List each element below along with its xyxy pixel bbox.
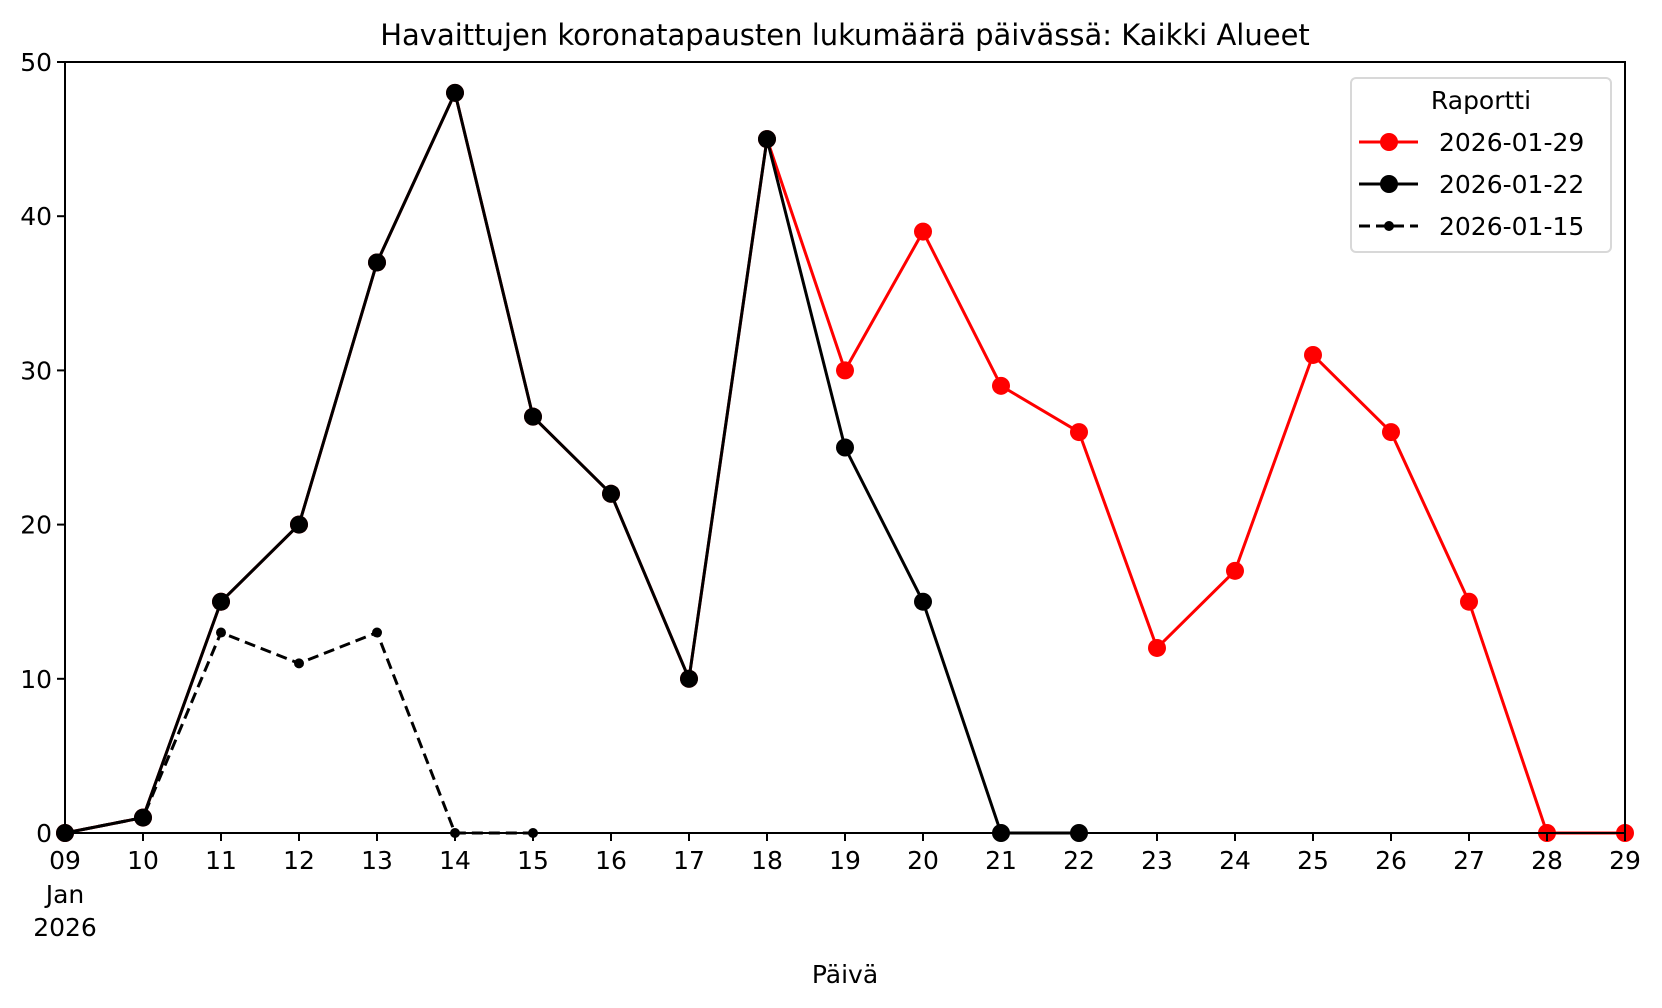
data-point [138,812,148,823]
x-tick-label: 25 [1297,846,1329,875]
legend-marker-icon [1384,221,1394,231]
x-tick-label: 13 [361,846,393,875]
x-tick-label-extra: Jan [44,880,85,909]
x-tick-label-extra: 2026 [33,913,97,942]
data-point [992,376,1010,395]
data-point [372,627,382,638]
x-tick-label: 09 [49,846,81,875]
x-axis-label: Päivä [812,960,878,989]
data-point [446,83,464,102]
x-tick-label: 20 [907,846,939,875]
y-tick-label: 30 [20,356,52,385]
x-tick-label: 22 [1063,846,1095,875]
x-tick-label: 15 [517,846,549,875]
x-tick-label: 27 [1453,846,1485,875]
x-tick-label: 26 [1375,846,1407,875]
data-point [914,592,932,611]
y-tick-label: 50 [20,48,52,77]
x-tick-label: 29 [1609,846,1641,875]
data-point [216,627,226,638]
x-tick-label: 12 [283,846,315,875]
legend: Raportti 2026-01-29 2026-01-22 2026-01-15 [1350,77,1612,253]
data-point [680,669,698,688]
data-point [368,253,386,272]
series-2026-01-15 [60,627,538,838]
series-2026-01-22 [56,83,1088,842]
data-point [294,658,304,669]
data-point [1226,561,1244,580]
data-point [836,438,854,457]
data-point [1382,423,1400,442]
chart-title: Havaittujen koronatapausten lukumäärä pä… [380,18,1310,52]
data-point [914,222,932,241]
legend-label: 2026-01-15 [1439,212,1584,241]
data-point [524,407,542,426]
x-tick-label: 17 [673,846,705,875]
x-tick-label: 21 [985,846,1017,875]
data-point [1148,638,1166,657]
legend-title: Raportti [1431,86,1531,115]
data-point [1070,423,1088,442]
x-tick-label: 16 [595,846,627,875]
x-tick-label: 23 [1141,846,1173,875]
x-tick-label: 14 [439,846,471,875]
data-point [602,484,620,503]
y-tick-label: 20 [20,511,52,540]
y-tick-label: 0 [36,819,52,848]
data-point [212,592,230,611]
series-line [64,91,1079,835]
legend-marker-icon [1380,175,1398,193]
x-tick-label: 11 [205,846,237,875]
y-tick-label: 40 [20,202,52,231]
x-tick-label: 10 [127,846,159,875]
data-point [836,361,854,380]
x-tick-label: 18 [751,846,783,875]
data-point [1460,592,1478,611]
x-tick-label: 28 [1531,846,1563,875]
legend-marker-icon [1380,133,1398,151]
data-point [1304,345,1322,364]
legend-box [1350,77,1612,253]
legend-label: 2026-01-22 [1439,170,1584,199]
y-tick-label: 10 [20,665,52,694]
data-point [290,515,308,534]
x-tick-label: 19 [829,846,861,875]
x-tick-label: 24 [1219,846,1251,875]
data-point [758,130,776,149]
legend-label: 2026-01-29 [1439,128,1584,157]
